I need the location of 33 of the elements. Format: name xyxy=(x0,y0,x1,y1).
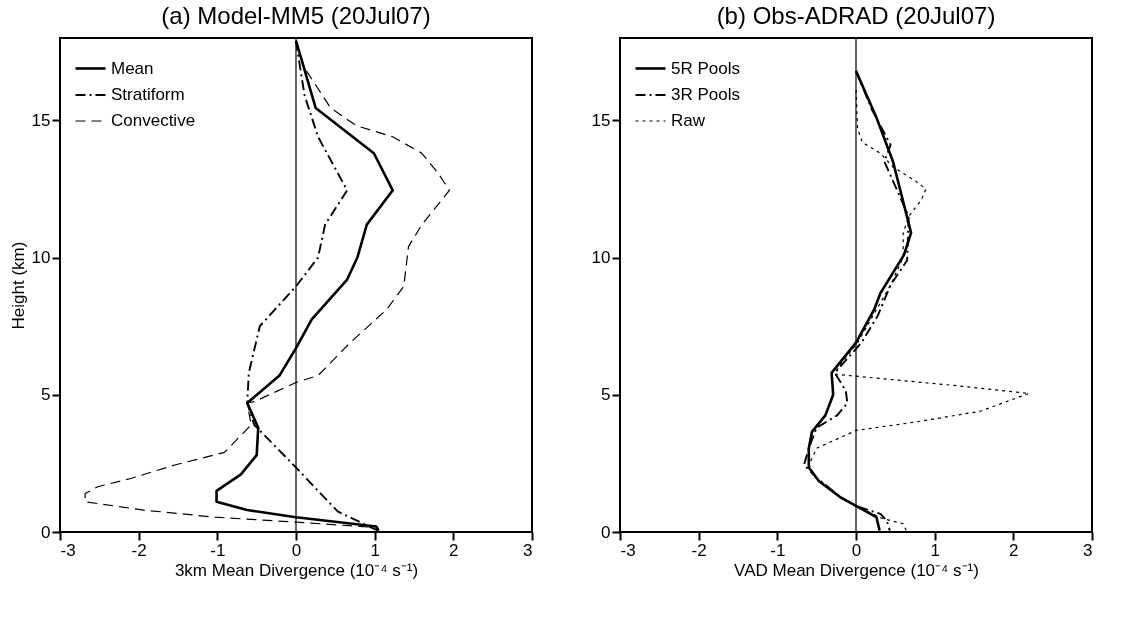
y-axis-title: Height (km) xyxy=(8,241,28,330)
x-axis-title: VAD Mean Divergence (10⁻⁴ s⁻¹) xyxy=(734,560,979,580)
x-tick-label: -1 xyxy=(770,540,786,560)
x-tick-label: 1 xyxy=(370,540,380,560)
x-axis-title: 3km Mean Divergence (10⁻⁴ s⁻¹) xyxy=(174,560,419,580)
x-tick-label: 1 xyxy=(930,540,940,560)
x-tick-label: -2 xyxy=(691,540,707,560)
y-tick-label: 5 xyxy=(41,385,51,405)
x-tick-label: 2 xyxy=(1009,540,1019,560)
y-tick-label: 0 xyxy=(41,522,51,542)
chart-title: (b) Obs-ADRAD (20Jul07) xyxy=(716,2,996,30)
x-tick-label: 0 xyxy=(291,540,302,560)
legend-label: Convective xyxy=(111,111,196,130)
x-tick-label: 3 xyxy=(523,540,533,560)
x-tick-label: -3 xyxy=(620,540,636,560)
legend-label: Mean xyxy=(111,58,154,78)
y-tick-label: 15 xyxy=(31,110,51,130)
x-tick-label: -1 xyxy=(210,540,226,560)
y-tick-label: 10 xyxy=(591,248,611,268)
legend-label: Stratiform xyxy=(111,85,185,104)
legend-label: Raw xyxy=(671,111,706,130)
legend-label: 5R Pools xyxy=(671,58,740,78)
y-tick-label: 15 xyxy=(591,110,611,130)
y-tick-label: 10 xyxy=(31,248,51,268)
x-tick-label: 2 xyxy=(449,540,459,560)
y-tick-label: 0 xyxy=(601,522,611,542)
legend-label: 3R Pools xyxy=(671,85,740,104)
x-tick-label: -2 xyxy=(131,540,147,560)
x-tick-label: 3 xyxy=(1083,540,1093,560)
chart-title: (a) Model-MM5 (20Jul07) xyxy=(161,2,431,30)
y-tick-label: 5 xyxy=(601,385,611,405)
x-tick-label: 0 xyxy=(851,540,862,560)
x-tick-label: -3 xyxy=(60,540,76,560)
